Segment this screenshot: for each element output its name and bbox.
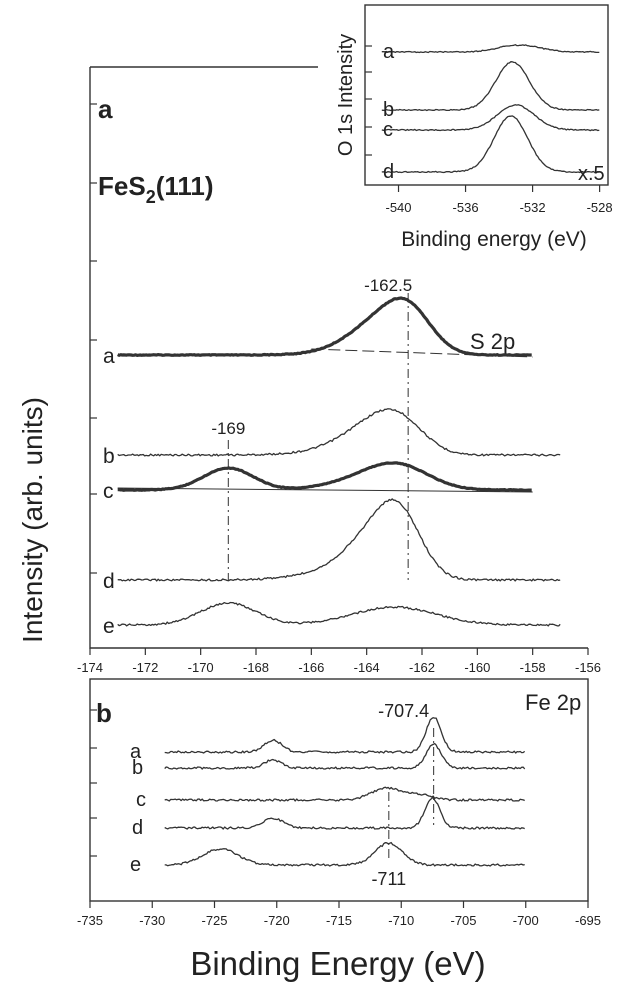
x-tick-label: -162 bbox=[409, 660, 435, 675]
spectrum-c bbox=[117, 461, 532, 492]
x-tick-label: -156 bbox=[575, 660, 601, 675]
spectrum-d bbox=[164, 796, 525, 830]
x-tick-label: -720 bbox=[264, 913, 290, 928]
panel-a-label: a bbox=[98, 94, 113, 124]
inset-x-axis-label: Binding energy (eV) bbox=[401, 228, 587, 251]
panel-a-y-axis-label: Intensity (arb. units) bbox=[17, 397, 48, 643]
inset-scale-note: x.5 bbox=[578, 163, 605, 185]
spectrum-a bbox=[381, 44, 600, 54]
series-label-b: b bbox=[383, 99, 394, 121]
background-line-a bbox=[311, 348, 533, 358]
spectrum-a bbox=[164, 717, 526, 754]
x-tick-label: -528 bbox=[587, 200, 613, 215]
spectrum-b bbox=[381, 61, 600, 112]
series-label-d: d bbox=[383, 161, 394, 183]
x-tick-label: -168 bbox=[243, 660, 269, 675]
peak-position-label: -707.4 bbox=[378, 701, 429, 721]
x-tick-label: -705 bbox=[450, 913, 476, 928]
panel-b-label: b bbox=[96, 698, 112, 728]
x-tick-label: -172 bbox=[132, 660, 158, 675]
series-label-c: c bbox=[136, 789, 146, 811]
panel-b-fe2p: -735 -730 -725 -720 -715 -710 -705 -700 -695 -70… bbox=[77, 678, 601, 982]
spectrum-d bbox=[117, 498, 561, 582]
s2p-region-label: S 2p bbox=[470, 329, 515, 354]
x-tick-label: -730 bbox=[139, 913, 165, 928]
inset-y-axis-label: O 1s Intensity bbox=[335, 34, 357, 156]
x-tick-label: -735 bbox=[77, 913, 103, 928]
series-label-e: e bbox=[103, 615, 115, 638]
series-label-c: c bbox=[103, 480, 114, 503]
x-tick-label: -170 bbox=[188, 660, 214, 675]
series-label-b: b bbox=[132, 757, 143, 779]
inset-frame bbox=[364, 4, 609, 186]
x-tick-label: -700 bbox=[513, 913, 539, 928]
background-line-c bbox=[117, 487, 533, 493]
x-axis-label: Binding Energy (eV) bbox=[190, 945, 485, 982]
series-label-b: b bbox=[103, 445, 115, 468]
peak-position-label: -162.5 bbox=[364, 276, 412, 295]
x-tick-label: -164 bbox=[354, 660, 380, 675]
x-tick-label: -166 bbox=[298, 660, 324, 675]
o1s-inset: -540 -536 -532 -528 a bcd O 1s Intensity Bin… bbox=[335, 4, 613, 251]
x-tick-label: -725 bbox=[201, 913, 227, 928]
panel-b-frame bbox=[89, 678, 589, 902]
spectrum-b bbox=[117, 408, 561, 457]
spectrum-a bbox=[117, 296, 532, 357]
panel-a-s2p: -174 -172 -170 -168 -166 -164 -162 -160 -158 -156… bbox=[17, 66, 601, 675]
spectrum-c bbox=[381, 104, 600, 132]
x-tick-label: -536 bbox=[453, 200, 479, 215]
x-tick-label: -715 bbox=[326, 913, 352, 928]
x-tick-label: -710 bbox=[388, 913, 414, 928]
fe2p-region-label: Fe 2p bbox=[525, 690, 581, 715]
series-label-d: d bbox=[132, 817, 143, 839]
series-label-a: a bbox=[383, 41, 395, 63]
series-label-e: e bbox=[130, 854, 141, 876]
spectrum-d bbox=[381, 115, 600, 174]
peak-position-label: -711 bbox=[371, 869, 406, 889]
spectrum-c bbox=[164, 786, 525, 802]
x-tick-label: -540 bbox=[386, 200, 412, 215]
series-label-a: a bbox=[130, 741, 142, 763]
spectrum-e bbox=[117, 601, 561, 627]
spectrum-e bbox=[164, 841, 525, 867]
series-label-a: a bbox=[103, 345, 115, 368]
spectrum-b bbox=[164, 742, 526, 770]
x-tick-label: -174 bbox=[77, 660, 103, 675]
x-tick-label: -158 bbox=[520, 660, 546, 675]
peak-position-label: -169 bbox=[211, 419, 245, 438]
series-label-c: c bbox=[383, 119, 393, 141]
series-label-d: d bbox=[103, 570, 115, 593]
x-tick-label: -695 bbox=[575, 913, 601, 928]
x-tick-label: -532 bbox=[520, 200, 546, 215]
x-tick-label: -160 bbox=[464, 660, 490, 675]
sample-label: FeS2(111) bbox=[98, 171, 214, 207]
